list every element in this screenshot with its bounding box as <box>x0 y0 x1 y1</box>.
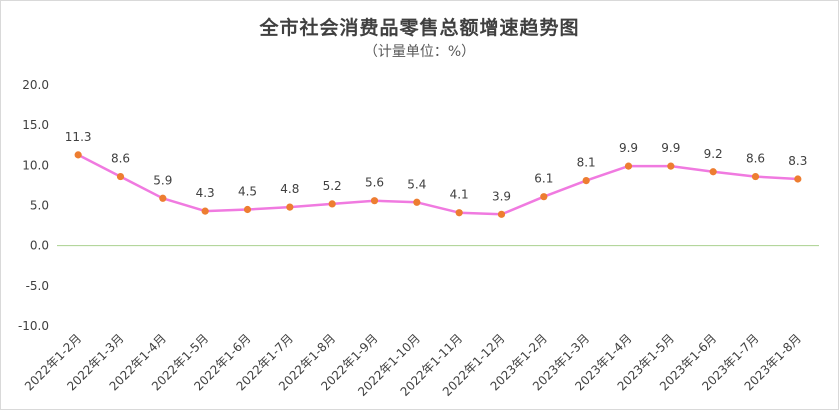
data-label: 9.2 <box>704 147 723 161</box>
data-label: 5.4 <box>407 177 426 191</box>
data-point <box>286 203 294 211</box>
data-label: 4.5 <box>238 185 257 199</box>
data-point <box>794 175 802 183</box>
data-label: 9.9 <box>661 141 680 155</box>
y-tick-label: 15.0 <box>22 118 49 132</box>
data-point <box>540 193 548 201</box>
data-label: 4.8 <box>280 182 299 196</box>
data-label: 6.1 <box>534 172 553 186</box>
data-point <box>201 207 209 215</box>
chart-subtitle: （计量单位：%） <box>363 44 476 60</box>
y-tick-label: 5.0 <box>30 199 49 213</box>
data-label: 11.3 <box>65 130 92 144</box>
data-label: 5.2 <box>323 179 342 193</box>
data-point <box>624 162 633 170</box>
data-label: 8.6 <box>746 152 765 166</box>
data-point <box>497 210 506 218</box>
data-label: 5.6 <box>365 176 384 190</box>
data-point <box>243 205 252 214</box>
data-label: 8.3 <box>788 154 807 168</box>
data-point <box>751 172 760 181</box>
data-point <box>413 198 421 206</box>
data-point <box>667 162 675 170</box>
chart-title: 全市社会消费品零售总额增速趋势图 <box>259 17 580 39</box>
data-label: 8.6 <box>111 152 130 166</box>
data-point <box>370 197 379 205</box>
data-label: 5.9 <box>153 173 172 187</box>
y-tick-label: -5.0 <box>26 279 49 293</box>
series-line <box>77 153 798 216</box>
data-point <box>455 209 463 217</box>
data-point <box>159 194 167 202</box>
data-point <box>116 172 125 181</box>
data-label: 8.1 <box>577 156 596 170</box>
data-label: 3.9 <box>492 189 511 203</box>
data-point <box>328 200 336 208</box>
data-point <box>582 176 590 185</box>
y-tick-label: 10.0 <box>22 158 49 172</box>
y-tick-label: 0.0 <box>30 239 49 253</box>
data-label: 4.3 <box>196 186 215 200</box>
data-label: 4.1 <box>450 188 469 202</box>
data-point <box>74 151 82 159</box>
y-tick-label: -10.0 <box>18 319 49 333</box>
data-point <box>709 168 717 176</box>
data-label: 9.9 <box>619 141 638 155</box>
y-tick-label: 20.0 <box>22 78 49 92</box>
